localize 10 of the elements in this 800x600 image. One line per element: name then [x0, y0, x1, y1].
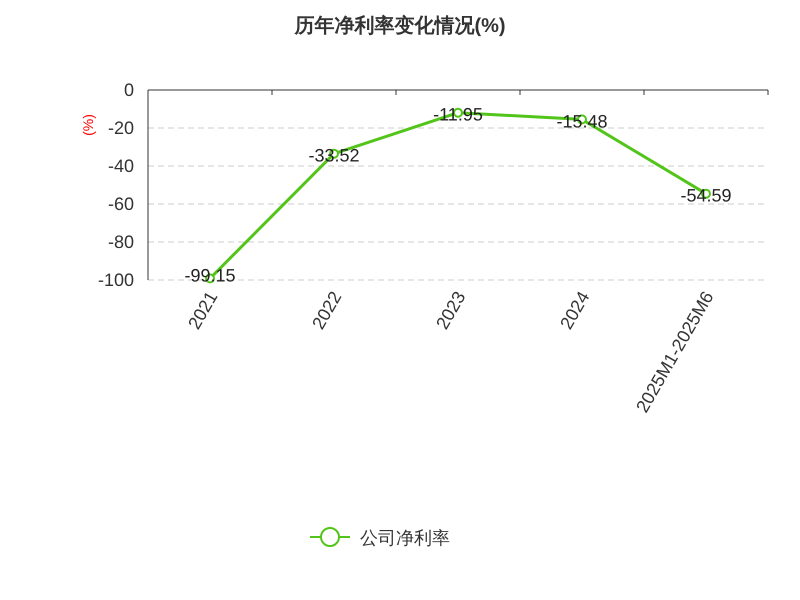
y-tick-label: -80: [108, 232, 134, 252]
y-tick-label: 0: [124, 80, 134, 100]
y-tick-label: -60: [108, 194, 134, 214]
chart-title: 历年净利率变化情况(%): [293, 14, 506, 37]
y-tick-label: -40: [108, 156, 134, 176]
y-tick-label: -100: [98, 270, 134, 290]
data-label: -54.59: [680, 186, 732, 206]
y-tick-label: -20: [108, 118, 134, 138]
legend-label: 公司净利率: [360, 528, 450, 548]
y-axis-title: (%): [80, 114, 96, 136]
